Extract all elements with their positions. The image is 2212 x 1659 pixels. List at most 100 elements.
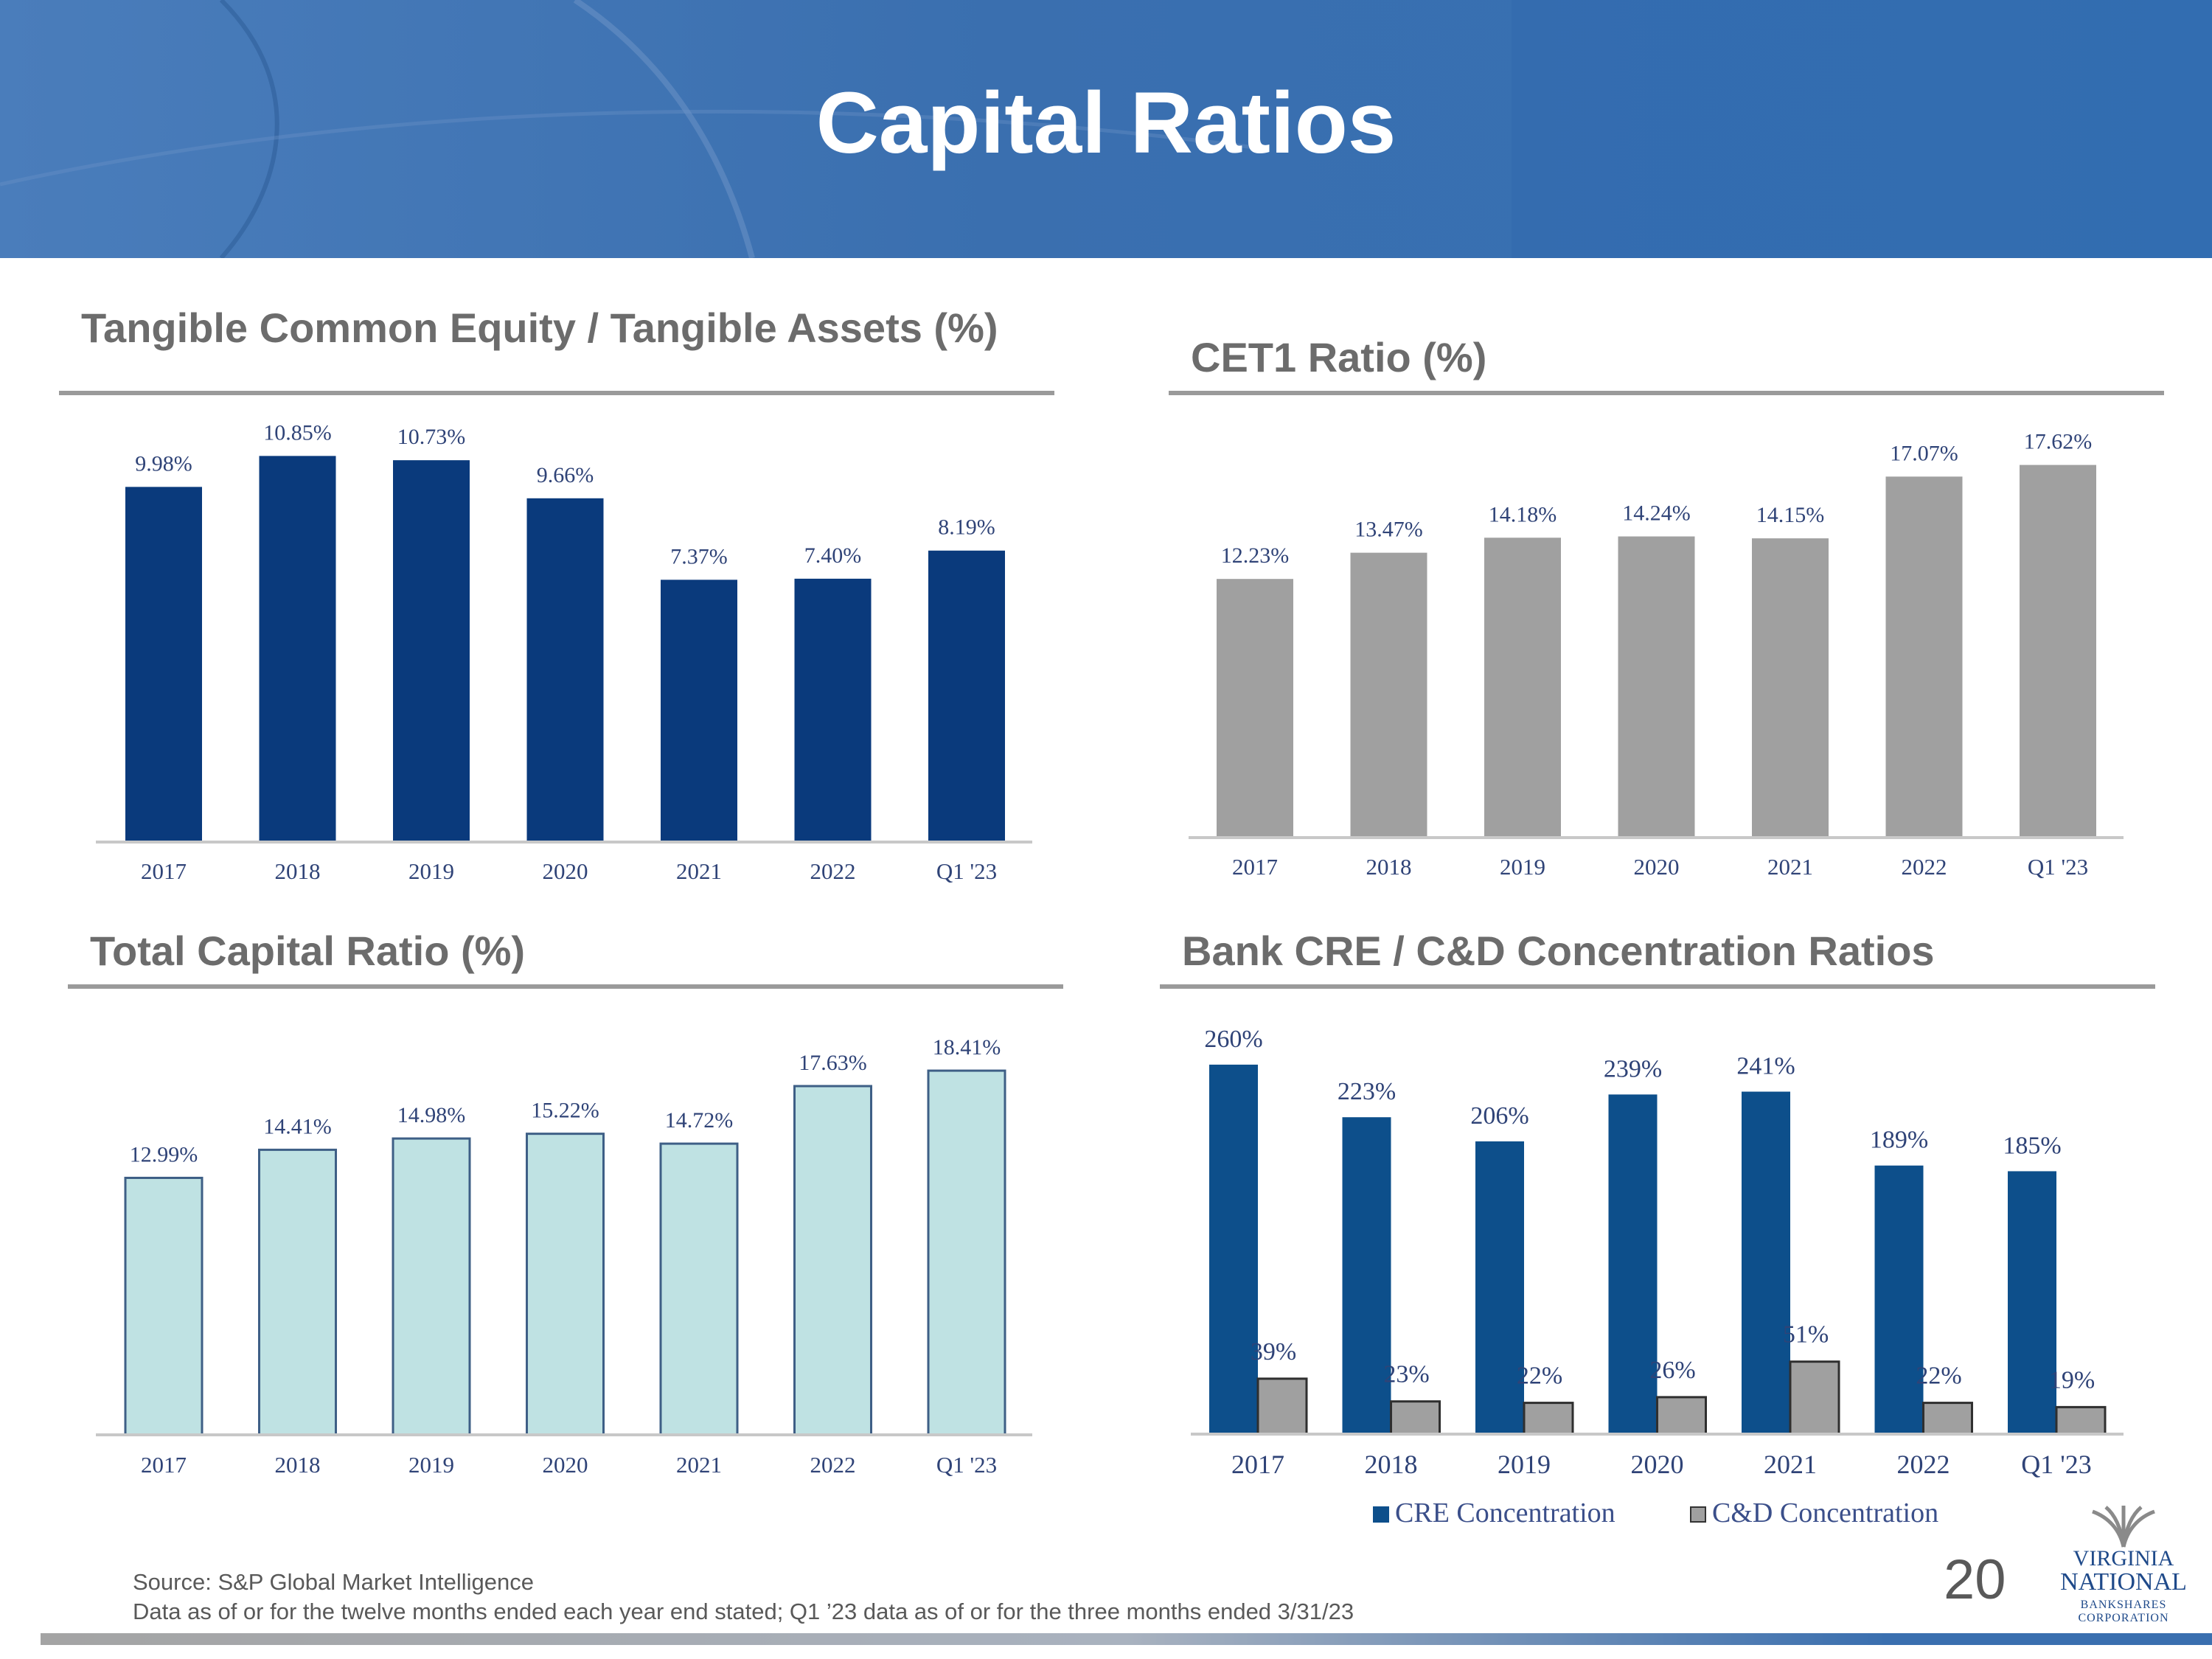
cre-data-label: 223% — [1338, 1078, 1396, 1105]
cre-bar — [1742, 1091, 1790, 1434]
total-bar — [258, 1148, 337, 1436]
logo-line-2: NATIONAL — [2060, 1568, 2187, 1596]
total-bar — [793, 1085, 872, 1436]
cre-bar — [1209, 1064, 1258, 1434]
cet1-bar — [1350, 552, 1427, 838]
cet1-data-label: 14.18% — [1489, 502, 1557, 526]
tce-bar — [259, 456, 336, 842]
cre-tick-label: 2018 — [1365, 1450, 1418, 1479]
cet1-tick-label: 2020 — [1634, 854, 1680, 880]
total-tick-label: 2019 — [408, 1452, 454, 1478]
cd-bar — [1922, 1402, 1973, 1436]
total-bar — [659, 1142, 739, 1436]
legend-cre-swatch — [1373, 1506, 1389, 1523]
cre-bar — [1874, 1165, 1924, 1434]
cet1-tick-label: 2017 — [1232, 854, 1278, 880]
total-tick-label: 2022 — [810, 1452, 856, 1478]
tce-data-label: 7.40% — [804, 543, 862, 568]
cre-data-label: 260% — [1204, 1026, 1262, 1053]
cre-data-label: 241% — [1736, 1053, 1795, 1080]
cd-data-label: 26% — [1649, 1357, 1695, 1384]
tce-data-label: 10.85% — [263, 420, 332, 445]
tce-bar — [125, 487, 202, 842]
cd-bar — [1390, 1400, 1441, 1436]
tce-tick-label: 2019 — [408, 858, 454, 884]
logo-line-4: CORPORATION — [2078, 1612, 2169, 1624]
total-tick-label: 2020 — [543, 1452, 588, 1478]
tce-tick-label: 2020 — [543, 858, 588, 884]
cre-bar — [2008, 1171, 2056, 1434]
tce-tick-label: 2017 — [141, 858, 187, 884]
cd-bar — [1656, 1396, 1707, 1436]
cet1-tick-label: 2021 — [1767, 854, 1813, 880]
cet1-data-label: 14.15% — [1756, 503, 1825, 527]
cet1-bar — [1618, 536, 1695, 838]
cre-tick-label: 2017 — [1231, 1450, 1284, 1479]
tce-bar — [661, 580, 737, 842]
cre-data-label: 185% — [2003, 1132, 2061, 1159]
cd-data-label: 22% — [1916, 1363, 1961, 1390]
cd-bar — [1523, 1402, 1574, 1436]
tce-tick-label: Q1 '23 — [936, 858, 997, 884]
tce-data-label: 8.19% — [938, 515, 995, 540]
cet1-data-label: 17.07% — [1890, 441, 1958, 465]
total-data-label: 14.72% — [665, 1108, 734, 1133]
wheat-icon — [2092, 1506, 2155, 1548]
total-title-rule — [68, 984, 1063, 989]
cd-data-label: 39% — [1251, 1338, 1296, 1366]
cet1-bar — [1484, 538, 1561, 838]
total-data-label: 17.63% — [799, 1051, 867, 1075]
cet1-bar — [1885, 476, 1963, 838]
page-number: 20 — [1944, 1548, 2006, 1611]
cd-bar — [2055, 1405, 2107, 1436]
total-bar — [526, 1133, 605, 1436]
header-banner: Capital Ratios — [0, 0, 2212, 258]
cet1-data-label: 13.47% — [1354, 518, 1423, 542]
total-tick-label: Q1 '23 — [936, 1452, 997, 1478]
cre-data-label: 206% — [1470, 1102, 1528, 1130]
legend-cre-label: CRE Concentration — [1395, 1498, 1615, 1528]
cd-bar — [1256, 1377, 1308, 1436]
total-bar — [392, 1137, 471, 1436]
footer-bar — [41, 1633, 2212, 1645]
cet1-tick-label: 2022 — [1902, 854, 1947, 880]
cre-chart-title: Bank CRE / C&D Concentration Ratios — [1182, 928, 1935, 974]
cd-bar — [1789, 1360, 1840, 1436]
total-chart-title: Total Capital Ratio (%) — [90, 928, 526, 974]
logo-line-3: BANKSHARES — [2080, 1599, 2167, 1611]
source-note: Source: S&P Global Market Intelligence — [133, 1569, 534, 1595]
cet1-chart-title: CET1 Ratio (%) — [1191, 334, 1487, 380]
company-logo: VIRGINIA NATIONAL BANKSHARES CORPORATION — [2057, 1504, 2190, 1630]
total-data-label: 12.99% — [130, 1142, 198, 1166]
total-tick-label: 2021 — [676, 1452, 722, 1478]
total-bar — [927, 1069, 1006, 1436]
cet1-tick-label: Q1 '23 — [2028, 854, 2088, 880]
legend-cd-label: C&D Concentration — [1712, 1498, 1939, 1528]
total-data-label: 14.41% — [263, 1114, 332, 1138]
tce-bar — [526, 498, 604, 842]
tce-bar — [794, 578, 872, 842]
cet1-tick-label: 2018 — [1366, 854, 1412, 880]
header-decoration — [0, 0, 2212, 258]
cet1-data-label: 12.23% — [1221, 543, 1290, 568]
tce-data-label: 9.98% — [135, 451, 192, 476]
tce-title-rule — [59, 391, 1054, 395]
cre-bar — [1608, 1094, 1658, 1434]
tce-bar — [928, 550, 1005, 842]
tce-tick-label: 2022 — [810, 858, 856, 884]
data-note: Data as of or for the twelve months ende… — [133, 1599, 1354, 1624]
cre-data-label: 239% — [1604, 1055, 1662, 1082]
cre-bar — [1475, 1141, 1524, 1434]
tce-bar — [393, 460, 470, 842]
cd-data-label: 19% — [2049, 1366, 2095, 1394]
cet1-bar — [2020, 465, 2096, 838]
cre-tick-label: 2020 — [1631, 1450, 1684, 1479]
total-bar — [124, 1176, 204, 1436]
cre-tick-label: 2019 — [1498, 1450, 1551, 1479]
legend-cd-swatch — [1690, 1506, 1706, 1523]
cre-data-label: 189% — [1870, 1127, 1928, 1154]
cd-data-label: 22% — [1517, 1363, 1562, 1390]
tce-tick-label: 2018 — [275, 858, 321, 884]
tce-data-label: 10.73% — [397, 425, 466, 449]
